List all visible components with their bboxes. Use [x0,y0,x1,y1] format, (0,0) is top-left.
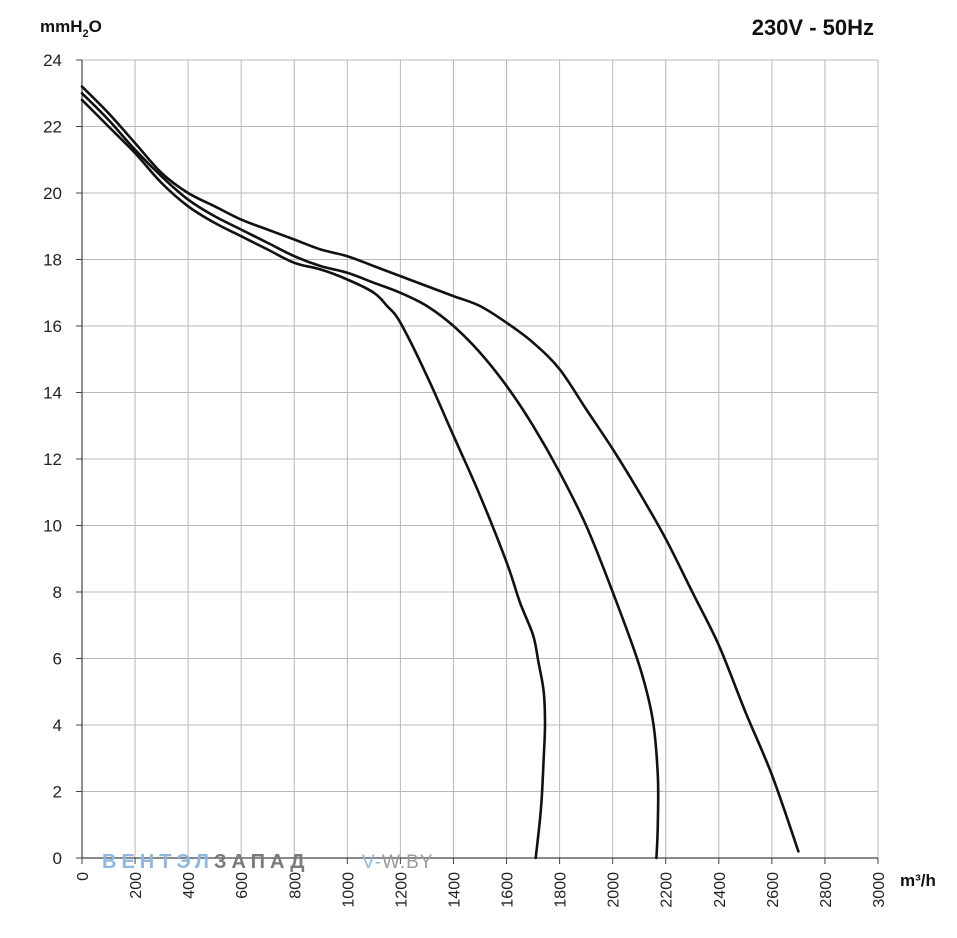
series-line-3 [80,85,800,853]
x-tick-label: 2600 [765,872,782,908]
series-line-2 [80,92,660,860]
x-tick-label: 2200 [659,872,676,908]
x-tick-label: 3000 [871,872,888,908]
y-tick-label: 20 [43,184,62,203]
x-tick-label: 1800 [553,872,570,908]
x-tick-label: 1600 [500,872,517,908]
series-group [80,85,800,860]
series-line-1 [80,98,547,860]
y-tick-label: 4 [53,716,62,735]
y-tick-label: 2 [53,783,62,802]
x-tick-label: 400 [181,872,198,899]
y-tick-label: 8 [53,583,62,602]
x-tick-label: 800 [287,872,304,899]
y-tick-label: 6 [53,650,62,669]
x-axis-ticks: 0 200 400 600 800 1000 1200 1400 1600 1800 2000 220… [75,858,888,908]
x-tick-label: 1400 [446,872,463,908]
watermark: ВЕНТЭЛЗАПАД V-W.BY [102,851,433,873]
y-tick-label: 0 [53,849,62,868]
x-tick-label: 600 [234,872,251,899]
x-tick-label: 2800 [818,872,835,908]
chart-title: 230V - 50Hz [752,15,874,40]
x-axis-unit: m³/h [900,871,936,890]
y-tick-label: 22 [43,118,62,137]
x-tick-label: 1200 [393,872,410,908]
y-tick-label: 18 [43,251,62,270]
grid [81,59,879,859]
y-tick-label: 12 [43,450,62,469]
x-tick-label: 2000 [606,872,623,908]
y-tick-label: 16 [43,317,62,336]
x-tick-label: 0 [75,872,92,881]
y-tick-label: 10 [43,517,62,536]
x-tick-label: 2400 [712,872,729,908]
x-tick-label: 1000 [340,872,357,908]
y-axis-label: mmH2O [40,17,102,40]
y-tick-label: 24 [43,51,62,70]
watermark-logo: ВЕНТЭЛЗАПАД [102,851,309,873]
x-tick-label: 200 [128,872,145,899]
watermark-url: V-W.BY [362,852,433,873]
y-tick-label: 14 [43,384,62,403]
